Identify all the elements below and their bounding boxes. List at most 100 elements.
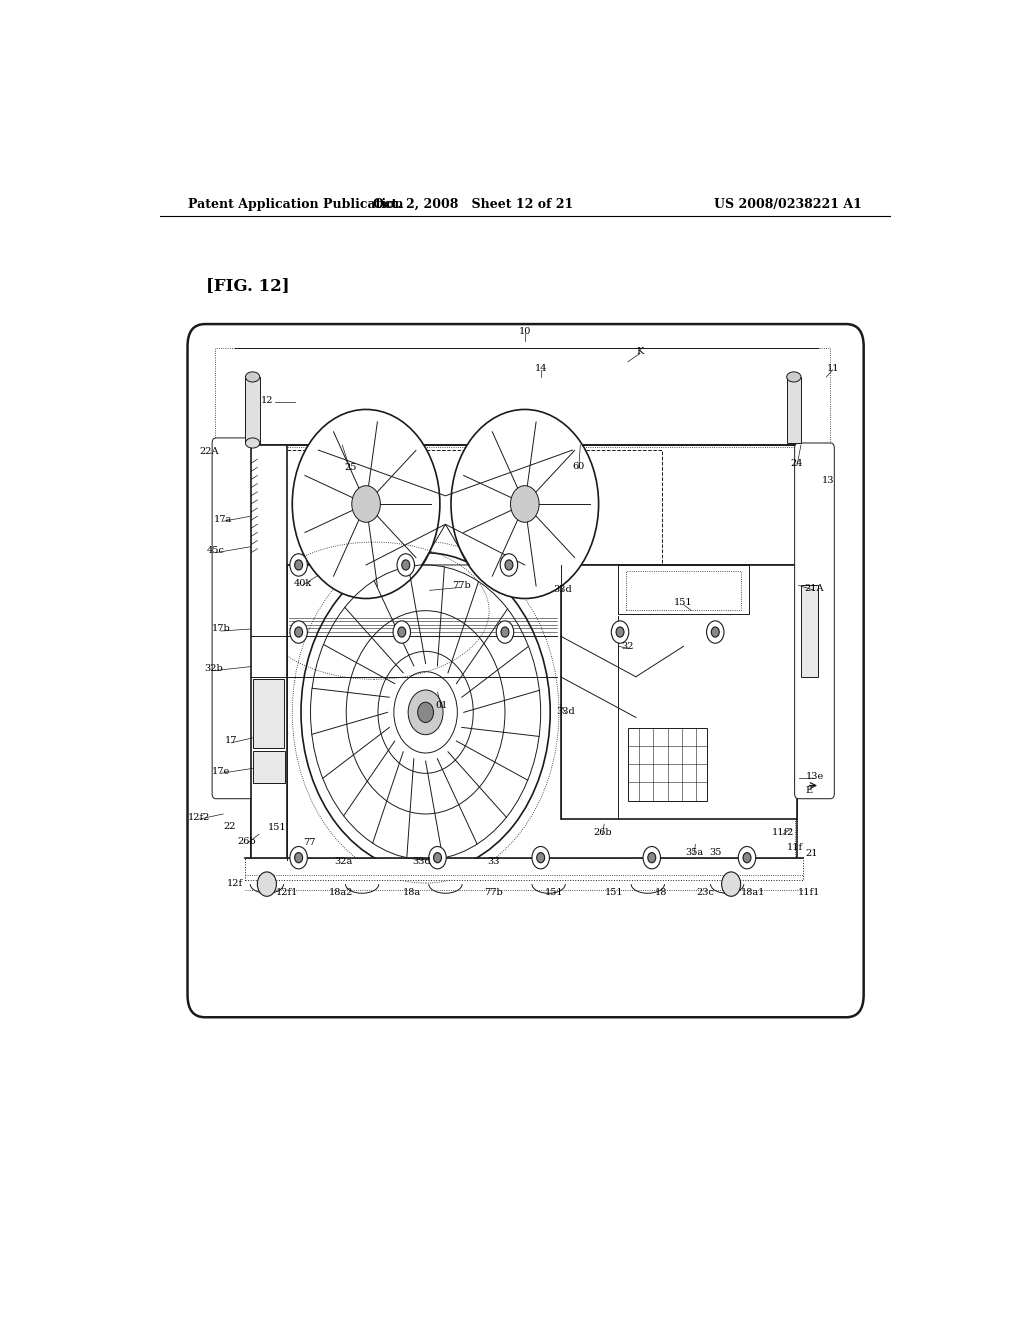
Text: 18: 18	[655, 888, 668, 896]
Circle shape	[418, 702, 433, 722]
Bar	[246, 378, 260, 444]
Text: 14: 14	[535, 364, 547, 374]
Text: 11: 11	[826, 364, 839, 374]
Text: 33d: 33d	[557, 706, 575, 715]
Circle shape	[531, 846, 550, 869]
Text: 13e: 13e	[805, 772, 823, 781]
Text: 32a: 32a	[335, 857, 353, 866]
FancyBboxPatch shape	[212, 438, 253, 799]
Text: 33d: 33d	[413, 857, 431, 866]
Text: 77: 77	[303, 838, 315, 847]
Text: 60: 60	[572, 462, 585, 471]
Circle shape	[290, 620, 307, 643]
Ellipse shape	[246, 438, 260, 447]
Text: 17a: 17a	[214, 515, 232, 524]
Circle shape	[393, 620, 411, 643]
Bar	[251, 445, 287, 859]
Text: [FIG. 12]: [FIG. 12]	[206, 277, 290, 294]
Bar	[251, 445, 797, 859]
Circle shape	[505, 560, 513, 570]
Bar	[257, 450, 663, 565]
Ellipse shape	[246, 372, 260, 381]
Circle shape	[738, 846, 756, 869]
Text: 17e: 17e	[212, 767, 230, 776]
Circle shape	[429, 846, 446, 869]
Circle shape	[301, 553, 550, 873]
Circle shape	[497, 620, 514, 643]
Text: Patent Application Publication: Patent Application Publication	[187, 198, 403, 211]
Text: 35: 35	[709, 849, 722, 857]
Text: 77b: 77b	[452, 581, 471, 590]
Bar	[560, 565, 797, 818]
Bar	[801, 585, 818, 677]
FancyBboxPatch shape	[795, 444, 835, 799]
FancyBboxPatch shape	[187, 325, 863, 1018]
Circle shape	[352, 486, 380, 523]
Bar	[253, 751, 285, 784]
Circle shape	[257, 873, 276, 896]
Circle shape	[433, 853, 441, 863]
Text: 18a: 18a	[403, 888, 421, 896]
Circle shape	[451, 409, 599, 598]
Circle shape	[722, 873, 740, 896]
Circle shape	[611, 620, 629, 643]
Bar	[246, 858, 803, 880]
Circle shape	[290, 554, 307, 576]
Circle shape	[707, 620, 724, 643]
Text: 18a1: 18a1	[741, 888, 766, 896]
Circle shape	[295, 853, 303, 863]
Text: 151: 151	[268, 822, 287, 832]
Text: 12: 12	[261, 396, 273, 405]
Bar	[618, 565, 750, 614]
Text: 22A: 22A	[200, 446, 219, 455]
Text: 17b: 17b	[212, 624, 230, 634]
Text: 151: 151	[674, 598, 693, 607]
Text: 151: 151	[604, 888, 623, 896]
Text: 11f2: 11f2	[771, 828, 794, 837]
Circle shape	[295, 560, 303, 570]
Circle shape	[409, 690, 443, 735]
Circle shape	[743, 853, 751, 863]
Text: 26b: 26b	[593, 828, 612, 837]
Text: 01: 01	[435, 701, 447, 710]
Bar	[215, 348, 830, 445]
Circle shape	[290, 846, 307, 869]
Text: 12f2: 12f2	[188, 813, 211, 821]
Text: 22: 22	[223, 821, 236, 830]
Circle shape	[537, 853, 545, 863]
Text: 12f: 12f	[227, 879, 243, 887]
Text: 21: 21	[806, 849, 818, 858]
Circle shape	[295, 627, 303, 638]
Text: 12f1: 12f1	[275, 888, 298, 896]
Circle shape	[500, 554, 518, 576]
Bar	[628, 727, 708, 801]
Text: US 2008/0238221 A1: US 2008/0238221 A1	[714, 198, 862, 211]
Text: 32: 32	[622, 642, 634, 651]
Text: 18a2: 18a2	[329, 888, 353, 896]
Text: 26b: 26b	[238, 837, 256, 846]
Text: 33: 33	[486, 857, 500, 866]
Text: 10: 10	[518, 326, 531, 335]
Text: E: E	[805, 787, 812, 795]
Circle shape	[292, 409, 440, 598]
Text: 24: 24	[791, 459, 803, 467]
Circle shape	[401, 560, 410, 570]
Bar	[786, 378, 801, 444]
Text: 11f: 11f	[786, 843, 803, 851]
Text: Oct. 2, 2008   Sheet 12 of 21: Oct. 2, 2008 Sheet 12 of 21	[373, 198, 573, 211]
Circle shape	[712, 627, 719, 638]
Bar	[253, 678, 284, 748]
Text: 77b: 77b	[483, 888, 503, 896]
Circle shape	[643, 846, 660, 869]
Ellipse shape	[786, 372, 801, 381]
Text: 45c: 45c	[207, 546, 224, 556]
Circle shape	[511, 486, 539, 523]
Text: 17: 17	[225, 737, 238, 746]
Bar	[627, 572, 741, 610]
Text: 11f1: 11f1	[798, 888, 820, 896]
Circle shape	[397, 627, 406, 638]
Text: 32b: 32b	[205, 664, 223, 673]
Text: 21A: 21A	[805, 583, 824, 593]
Text: 33d: 33d	[554, 585, 572, 594]
Text: 35a: 35a	[685, 849, 702, 857]
